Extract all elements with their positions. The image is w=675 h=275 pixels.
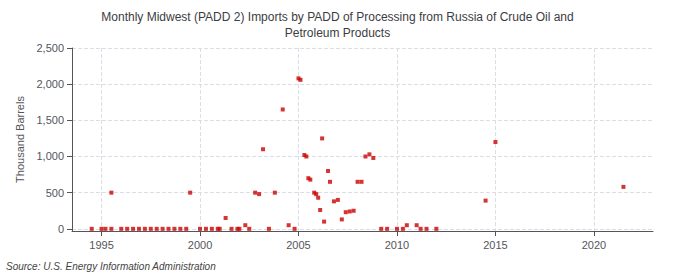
svg-text:1,000: 1,000: [36, 150, 64, 162]
svg-text:Thousand Barrels: Thousand Barrels: [14, 96, 26, 183]
svg-text:2005: 2005: [286, 239, 310, 251]
svg-text:2000: 2000: [188, 239, 212, 251]
svg-text:2020: 2020: [582, 239, 606, 251]
svg-text:Petroleum Products: Petroleum Products: [285, 26, 390, 40]
svg-text:Source: U.S. Energy Informatio: Source: U.S. Energy Information Administ…: [6, 261, 216, 272]
svg-text:1995: 1995: [89, 239, 113, 251]
svg-text:1,500: 1,500: [36, 114, 64, 126]
svg-text:2,500: 2,500: [36, 42, 64, 54]
svg-text:2,000: 2,000: [36, 78, 64, 90]
svg-text:2015: 2015: [483, 239, 507, 251]
svg-text:Monthly Midwest (PADD 2) Impor: Monthly Midwest (PADD 2) Imports by PADD…: [101, 10, 573, 24]
svg-text:0: 0: [58, 223, 64, 235]
svg-text:2010: 2010: [385, 239, 409, 251]
svg-text:500: 500: [46, 187, 64, 199]
